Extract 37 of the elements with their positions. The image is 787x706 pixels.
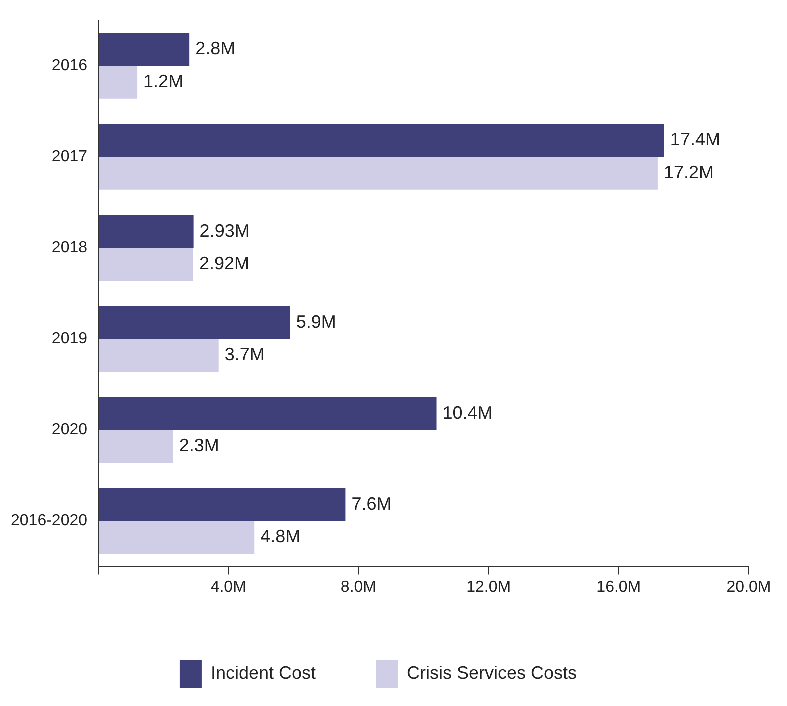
data-label: 7.6M (352, 494, 392, 514)
data-label: 2.3M (179, 436, 220, 456)
bar (99, 339, 219, 372)
bar (99, 33, 190, 66)
data-label: 2.8M (196, 38, 236, 59)
data-label: 1.2M (144, 71, 184, 92)
bar (99, 124, 664, 158)
data-label: 17.2M (664, 162, 714, 183)
y-tick-label: 2018 (52, 240, 88, 257)
data-label: 5.9M (296, 312, 336, 332)
x-tick-label: 20.0M (726, 578, 772, 596)
data-label: 17.4M (670, 130, 720, 150)
bar (99, 157, 658, 190)
data-label: 4.8M (260, 526, 301, 547)
bar (99, 306, 290, 340)
x-tick-label: 12.0M (466, 578, 512, 596)
x-tick-label: 4.0M (210, 578, 246, 596)
bar (99, 66, 138, 99)
bar (99, 215, 194, 248)
bar (99, 430, 174, 464)
bar (99, 521, 255, 554)
legend-label: Incident Cost (210, 662, 316, 683)
data-label: 3.7M (224, 344, 265, 365)
y-tick-label: 2016 (52, 58, 88, 75)
y-tick-label: 2017 (52, 148, 88, 166)
data-label: 2.93M (200, 220, 250, 241)
bar (99, 397, 437, 430)
x-tick-label: 8.0M (340, 578, 376, 596)
bar (99, 488, 346, 522)
bar (99, 248, 194, 281)
legend-label: Crisis Services Costs (407, 662, 578, 683)
data-label: 2.92M (199, 254, 250, 274)
y-tick-label: 2019 (52, 330, 88, 348)
data-label: 10.4M (442, 402, 493, 423)
x-tick-label: 16.0M (596, 578, 642, 596)
y-tick-label: 2016-2020 (11, 512, 88, 530)
y-tick-label: 2020 (52, 422, 88, 439)
